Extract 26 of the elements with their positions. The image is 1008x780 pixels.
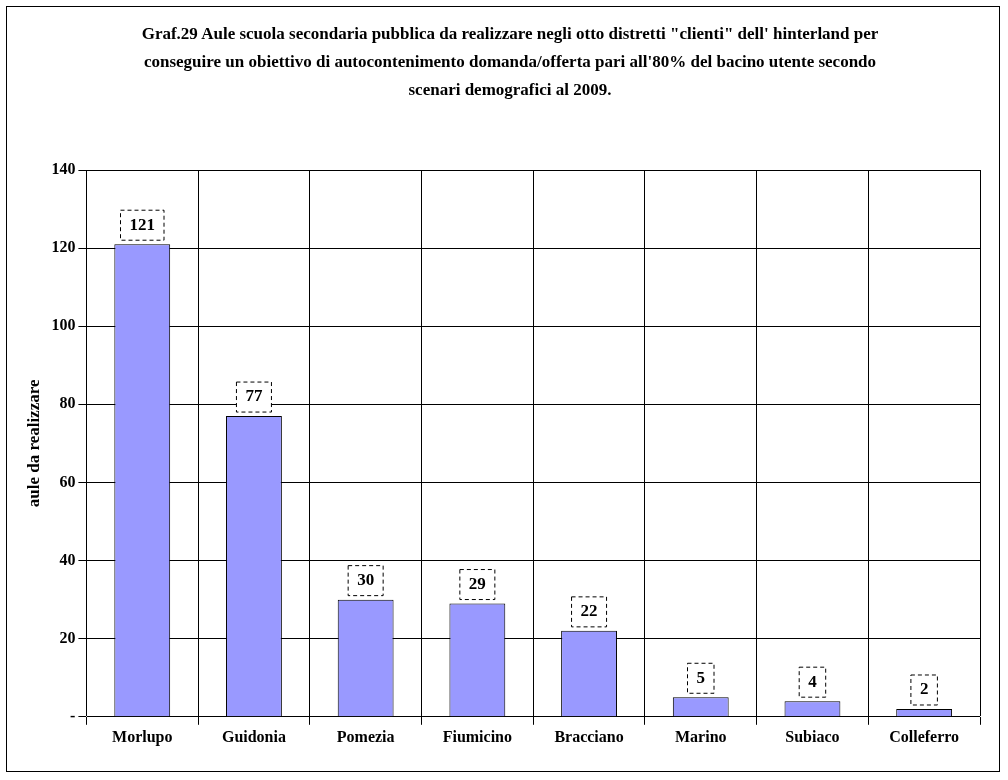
y-tick-label: 140 bbox=[51, 160, 76, 178]
y-tick-label: 80 bbox=[59, 394, 76, 412]
x-tick-label: Colleferro bbox=[889, 727, 960, 745]
y-tick-label: 20 bbox=[59, 628, 76, 646]
data-label: 4 bbox=[808, 671, 818, 691]
data-label: 77 bbox=[245, 386, 263, 406]
data-label: 2 bbox=[919, 679, 929, 699]
x-tick-label: Guidonia bbox=[221, 727, 286, 745]
y-tick-label: 120 bbox=[51, 238, 76, 256]
data-label: 22 bbox=[580, 601, 598, 621]
x-tick-label: Fiumicino bbox=[442, 727, 513, 745]
x-tick-label: Bracciano bbox=[554, 727, 624, 745]
chart-title: Graf.29 Aule scuola secondaria pubblica da realizzare negli otto distretti "clienti" dell' hinterland per conseguire un obiettivo di autocontenimento domanda/offerta pari all'80% del bacino utente secondo scenari demografici al 2009. bbox=[140, 23, 880, 101]
x-tick-label: Pomezia bbox=[336, 727, 395, 745]
data-label: 121 bbox=[129, 214, 155, 234]
y-tick-label: 40 bbox=[59, 550, 76, 568]
data-label: 29 bbox=[468, 573, 486, 593]
y-tick-label: - bbox=[70, 706, 76, 724]
y-tick-label: 60 bbox=[59, 472, 76, 490]
data-label: 5 bbox=[696, 667, 705, 687]
x-tick-label: Subiaco bbox=[785, 727, 840, 745]
y-tick-label: 100 bbox=[51, 316, 76, 334]
data-label: 30 bbox=[357, 570, 375, 590]
x-tick-label: Morlupo bbox=[112, 727, 173, 746]
x-tick-label: Marino bbox=[674, 727, 727, 745]
y-axis-title: aule da realizzare bbox=[23, 379, 43, 508]
